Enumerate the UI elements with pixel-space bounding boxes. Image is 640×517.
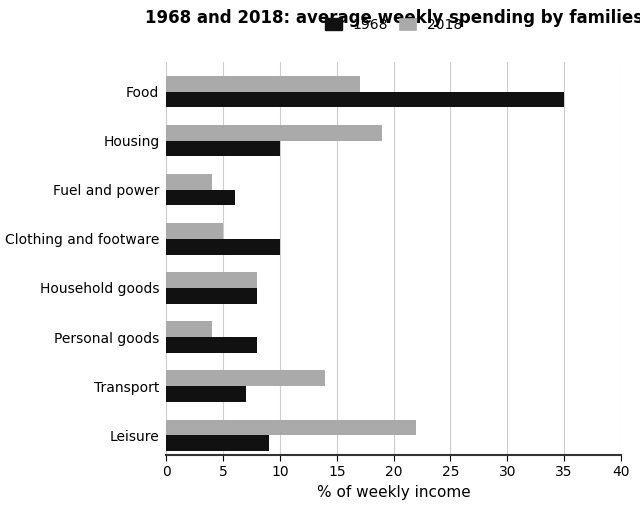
Bar [166,272,257,288]
Bar [166,223,223,239]
Bar [166,76,360,92]
Bar [166,371,326,386]
Bar [166,174,212,190]
Bar [166,322,212,337]
Bar [166,435,269,451]
Bar [166,239,280,254]
Bar [166,190,235,205]
Bar [166,288,257,303]
Bar [166,141,280,156]
Legend: 1968, 2018: 1968, 2018 [325,18,462,32]
Bar [166,92,564,107]
Bar [166,125,382,141]
X-axis label: % of weekly income: % of weekly income [317,485,470,500]
Bar [166,420,417,435]
Bar [166,386,246,402]
Title: 1968 and 2018: average weekly spending by families: 1968 and 2018: average weekly spending b… [145,9,640,27]
Bar [166,337,257,353]
